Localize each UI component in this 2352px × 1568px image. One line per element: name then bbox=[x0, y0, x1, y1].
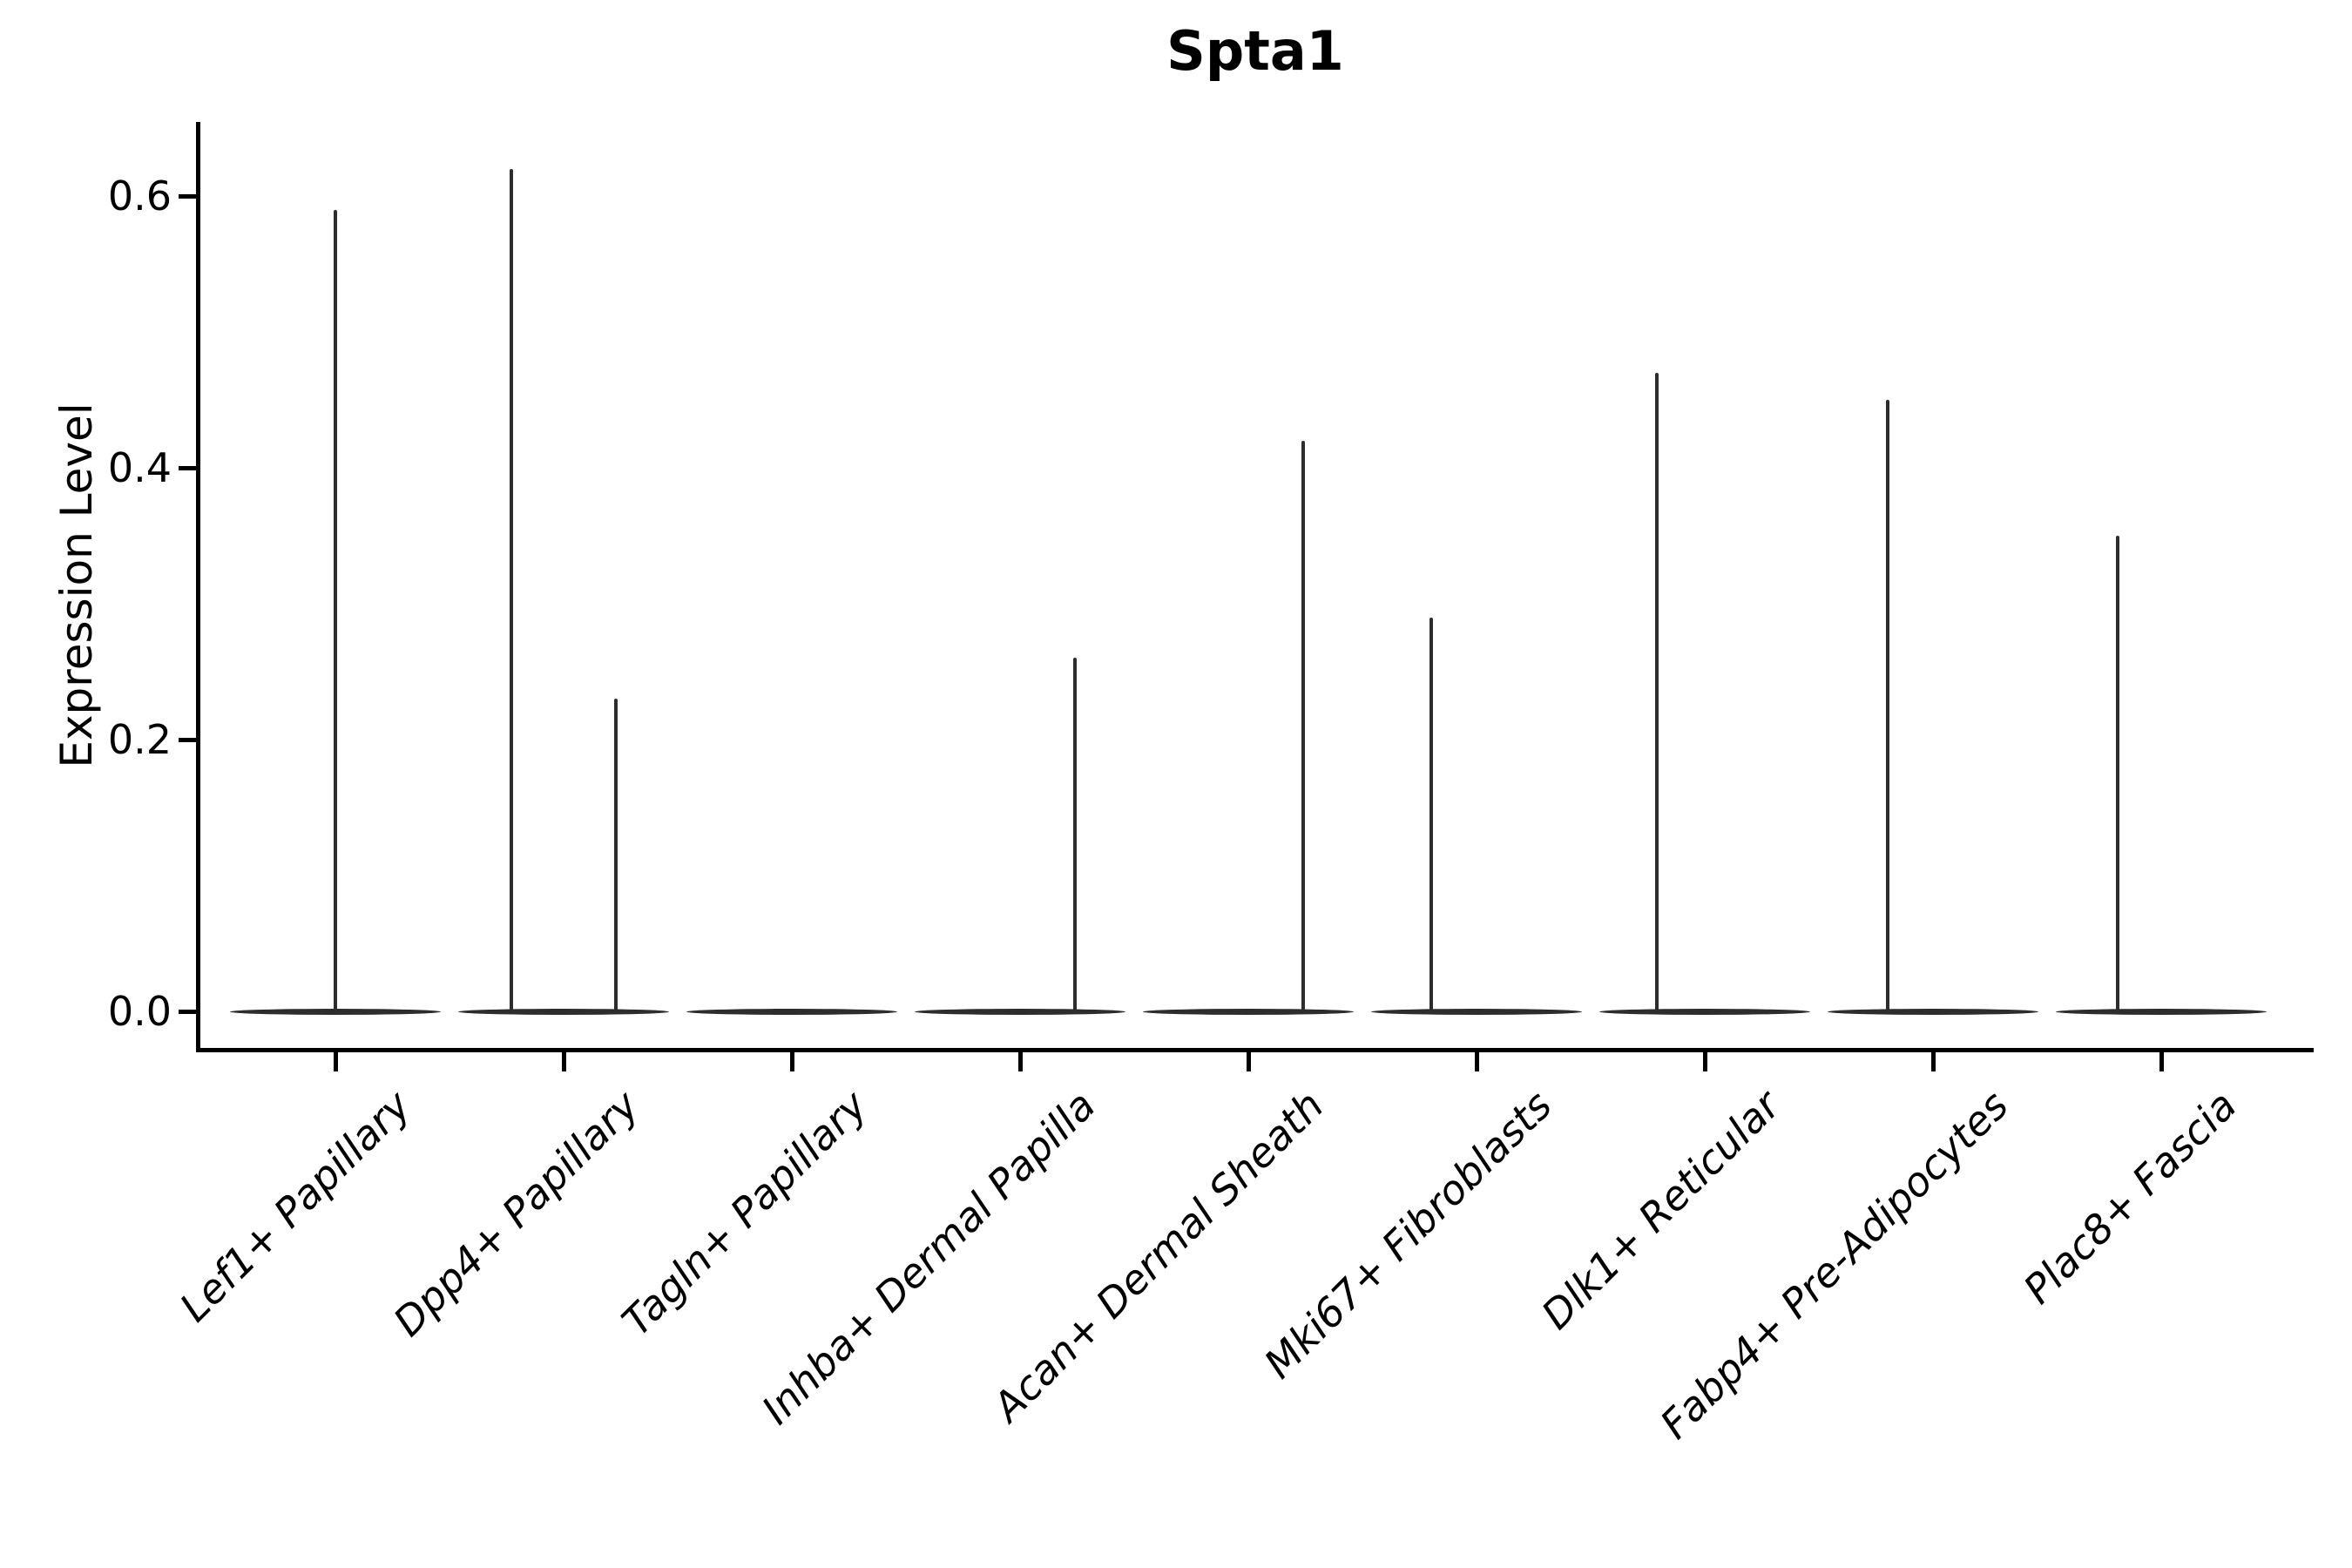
violin-bulk-at-zero bbox=[1143, 1008, 1354, 1015]
violin-bulk-at-zero bbox=[1599, 1008, 1810, 1015]
x-tick-label: Tagln+ Papillary bbox=[612, 1081, 876, 1345]
x-tick-mark bbox=[1246, 1052, 1251, 1071]
y-tick-label: 0.6 bbox=[107, 172, 172, 220]
x-tick-mark bbox=[1930, 1052, 1936, 1071]
x-tick-label: Lef1+ Papillary bbox=[170, 1081, 420, 1331]
y-tick-mark bbox=[179, 737, 198, 742]
violin-max-spike bbox=[614, 699, 618, 1014]
violin-max-spike bbox=[334, 209, 337, 1014]
x-tick-mark bbox=[561, 1052, 566, 1071]
violin-max-spike bbox=[1301, 440, 1305, 1014]
violin-bulk-at-zero bbox=[1828, 1008, 2038, 1015]
violin-max-spike bbox=[2116, 536, 2119, 1014]
violin-bulk-at-zero bbox=[1371, 1008, 1582, 1015]
y-tick-mark bbox=[179, 465, 198, 470]
y-tick-mark bbox=[179, 193, 198, 199]
x-tick-label: Dlk1+ Reticular bbox=[1532, 1081, 1789, 1339]
violin-max-spike bbox=[1886, 400, 1889, 1014]
y-axis-spine bbox=[196, 122, 200, 1052]
chart-title: Spta1 bbox=[1166, 19, 1344, 83]
violin-bulk-at-zero bbox=[686, 1008, 897, 1015]
y-tick-mark bbox=[179, 1009, 198, 1014]
violin-max-spike bbox=[1655, 372, 1659, 1014]
x-tick-mark bbox=[789, 1052, 794, 1071]
x-tick-mark bbox=[1474, 1052, 1479, 1071]
violin-max-spike bbox=[1429, 617, 1433, 1014]
x-tick-label: Dpp4+ Papillary bbox=[384, 1081, 648, 1346]
y-tick-label: 0.2 bbox=[107, 716, 172, 763]
x-tick-label: Plac8+ Fascia bbox=[2014, 1081, 2246, 1313]
x-tick-mark bbox=[333, 1052, 338, 1071]
x-axis-spine bbox=[196, 1048, 2314, 1052]
x-tick-mark bbox=[1017, 1052, 1023, 1071]
x-tick-mark bbox=[1702, 1052, 1707, 1071]
violin-bulk-at-zero bbox=[458, 1008, 669, 1015]
x-tick-mark bbox=[2159, 1052, 2164, 1071]
y-tick-label: 0.0 bbox=[107, 988, 172, 1035]
violin-bulk-at-zero bbox=[915, 1008, 1125, 1015]
violin-max-spike bbox=[1073, 658, 1077, 1014]
violin-bulk-at-zero bbox=[2056, 1008, 2267, 1015]
violin-max-spike bbox=[510, 168, 513, 1014]
y-tick-label: 0.4 bbox=[107, 444, 172, 491]
